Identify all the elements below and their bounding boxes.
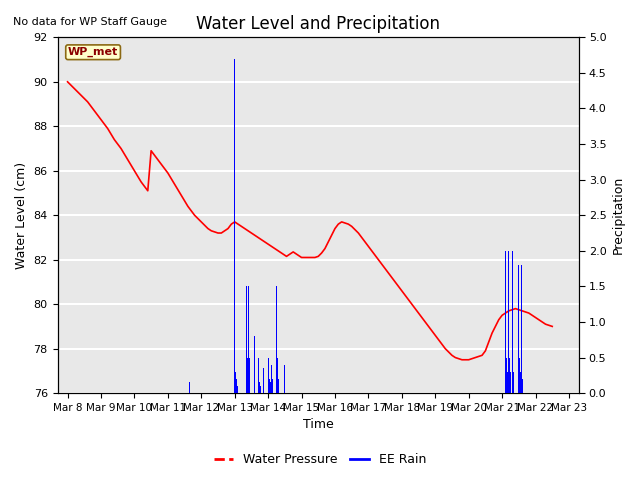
Bar	[272, 379, 273, 393]
Bar	[508, 251, 509, 393]
Bar	[247, 358, 248, 393]
Bar	[513, 372, 514, 393]
Bar	[257, 358, 259, 393]
Bar	[269, 379, 270, 393]
Bar	[237, 386, 238, 393]
Bar	[271, 365, 272, 393]
Title: Water Level and Precipitation: Water Level and Precipitation	[196, 15, 440, 33]
Bar	[246, 287, 247, 393]
Text: No data for WP Staff Gauge: No data for WP Staff Gauge	[13, 17, 167, 27]
Bar	[511, 251, 513, 393]
Bar	[506, 358, 507, 393]
Bar	[189, 383, 190, 393]
Bar	[284, 379, 285, 393]
Bar	[276, 358, 278, 393]
Bar	[522, 379, 524, 393]
Bar	[519, 358, 520, 393]
Bar	[236, 383, 237, 393]
Y-axis label: Water Level (cm): Water Level (cm)	[15, 162, 28, 269]
Bar	[284, 365, 285, 393]
Bar	[262, 368, 264, 393]
Bar	[507, 372, 508, 393]
X-axis label: Time: Time	[303, 419, 333, 432]
Bar	[248, 287, 249, 393]
Bar	[249, 358, 250, 393]
Bar	[259, 383, 260, 393]
Bar	[263, 383, 264, 393]
Legend: Water Pressure, EE Rain: Water Pressure, EE Rain	[209, 448, 431, 471]
Bar	[505, 251, 506, 393]
Y-axis label: Precipitation: Precipitation	[612, 176, 625, 254]
Bar	[509, 358, 510, 393]
Bar	[510, 372, 511, 393]
Bar	[235, 372, 236, 393]
Text: WP_met: WP_met	[68, 47, 118, 58]
Bar	[234, 59, 235, 393]
Bar	[268, 372, 269, 393]
Bar	[276, 287, 277, 393]
Bar	[236, 379, 237, 393]
Bar	[253, 336, 255, 393]
Bar	[254, 372, 255, 393]
Bar	[269, 383, 271, 393]
Bar	[268, 358, 269, 393]
Bar	[518, 265, 519, 393]
Bar	[521, 265, 522, 393]
Bar	[520, 372, 521, 393]
